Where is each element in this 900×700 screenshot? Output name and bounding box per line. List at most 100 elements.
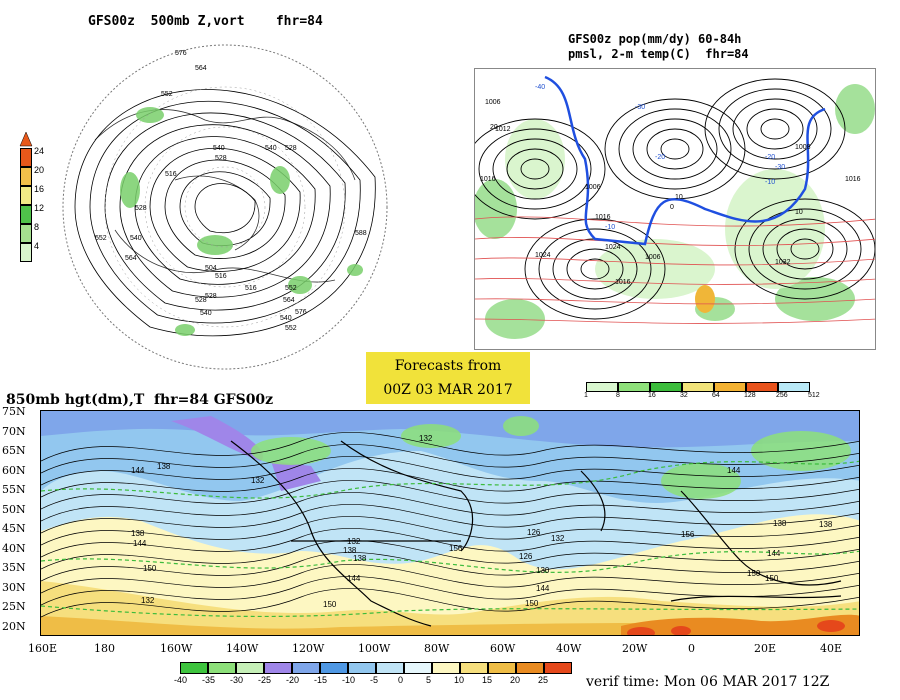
height-label: 552 [285,285,297,292]
height-contour [41,480,859,510]
height-label: 564 [195,65,207,72]
vort-color-swatch [20,148,32,167]
height-label: 576 [295,309,307,316]
longitude-label: 0 [688,642,695,655]
isobar [632,118,718,180]
temp-tick-label: -40 [174,675,188,685]
isobar [704,78,846,180]
pop-label: 1024 [605,244,621,251]
pop-color-swatch [650,382,682,392]
longitude-label: 60W [490,642,516,655]
longitude-label: 40W [556,642,582,655]
height-contour [74,89,376,337]
height-contour [41,432,859,462]
height-label: 150 [747,569,761,578]
height-contour [149,147,301,272]
height-label: 150 [525,599,539,608]
isobar [660,138,690,160]
latitude-label: 60N [2,463,26,477]
pop-tick-label: 128 [744,392,756,399]
latitude-label: 35N [2,561,26,574]
pop-label: -20 [655,154,665,161]
pop-label: 0 [670,204,674,211]
height-label: 564 [283,297,295,304]
height-label: 150 [143,564,157,573]
isobar [566,248,624,290]
height-contour [41,492,859,522]
pop-label: 1012 [495,126,511,133]
isobar [734,198,875,300]
temp-tick-label: -30 [230,675,244,685]
vort-color-swatch [20,224,32,243]
pop-tick-label: 256 [776,392,788,399]
temp-tick-label: 5 [426,675,432,685]
isobar [475,118,606,220]
height-label: 132 [347,537,361,546]
height-label: 540 [200,310,212,317]
height-label: 138 [353,554,367,563]
pop-color-swatch [714,382,746,392]
temp-color-swatch [516,662,544,674]
latitude-label: 40N [2,541,26,555]
title-850mb: 850mb hgt(dm),T fhr=84 GFS00z [6,392,274,408]
title-500mb: GFS00z 500mb Z,vort fhr=84 [88,14,323,29]
temp-color-swatch [488,662,516,674]
latitude-label: 75N [2,405,26,418]
title-pop-line2: pmsl, 2-m temp(C) fhr=84 [568,47,749,61]
height-label: 528 [215,155,227,162]
pop-color-swatch [682,382,714,392]
height-label: 132 [141,596,155,605]
pop-label: -30 [775,164,785,171]
banner-line1: Forecasts from [394,358,502,374]
height-label: 552 [161,91,173,98]
pop-tick-label: 64 [712,392,720,399]
temp-color-swatch [544,662,572,674]
height-contour [41,468,859,498]
pop-label: -10 [605,224,615,231]
panel-850mb: 132 144 138 132 138 144 150 132 126 138 144 150 132 1… [40,410,860,636]
isobar [478,128,592,210]
height-label: 138 [773,519,787,528]
height-label: 132 [551,534,565,543]
pop-label: -20 [765,154,775,161]
isobar [646,128,704,170]
height-contour [41,576,859,606]
temp-color-swatch [264,662,292,674]
pop-label: 1016 [615,279,631,286]
height-contour [119,124,331,298]
vort-colorbar-svg [19,131,33,147]
height-label: 144 [767,549,781,558]
title-pop-line1: GFS00z pop(mm/dy) 60-84h [568,32,742,46]
height-label: 156 [449,544,463,553]
isobar [776,228,834,270]
temp-color-swatch [320,662,348,674]
pop-tick-label: 8 [616,392,620,399]
height-label: 144 [536,584,550,593]
height-contour [41,552,859,582]
temp-tick-label: -25 [258,675,272,685]
pop-label: 20 [490,124,498,131]
vort-colorbar [18,130,58,270]
temp-color-swatch [236,662,264,674]
height-label: 552 [285,325,297,332]
longitude-label: 160E [28,642,58,655]
height-contour [164,159,286,259]
temp-tick-label: -10 [342,675,356,685]
longitude-label: 180 [94,642,115,655]
temp-color-swatch [180,662,208,674]
height-label: 150 [323,600,337,609]
height-label: 138 [343,546,357,555]
pop-label: -40 [535,84,545,91]
height-label: 528 [285,145,297,152]
temp-tick-label: -5 [370,675,379,685]
height-label: 516 [245,285,257,292]
height-label: 144 [131,466,145,475]
latitude-label: 70N [2,424,26,438]
isobar [520,158,550,180]
pop-label: 10 [675,194,683,201]
height-label: 576 [175,50,187,57]
isobar [718,88,832,170]
pop-colorbar: 1 8 16 32 64 128 256 512 [566,380,846,404]
height-label: 138 [157,462,171,471]
